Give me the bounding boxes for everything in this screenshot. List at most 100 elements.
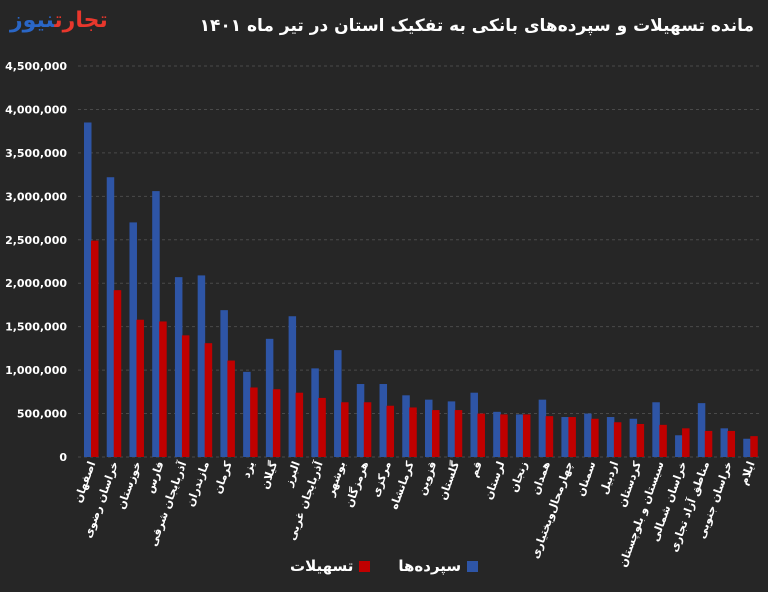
bar-deposits — [152, 191, 160, 457]
bar-loans — [250, 387, 258, 457]
bar-loans — [727, 430, 736, 457]
bar-loans — [500, 414, 508, 457]
x-tick-label: یزد — [240, 460, 258, 480]
bar-deposits — [84, 122, 92, 457]
bar-loans — [568, 417, 576, 457]
x-tick-label: کرمان — [211, 459, 235, 496]
legend-item-deposits: سپرده‌ها — [398, 557, 479, 575]
y-tick-label: 2,000,000 — [5, 277, 67, 290]
bar-loans — [204, 343, 213, 457]
x-tick-label: گیلان — [258, 459, 280, 491]
bar-loans — [91, 240, 99, 457]
bar-loans — [181, 335, 190, 457]
bar-loans — [295, 392, 304, 457]
legend-label-loans: تسهیلات — [290, 557, 354, 575]
bar-loans — [454, 410, 463, 457]
x-tick-label: همدان — [529, 460, 553, 497]
legend-item-loans: تسهیلات — [290, 557, 371, 575]
bar-loans — [477, 413, 485, 457]
y-tick-label: 3,500,000 — [5, 147, 67, 160]
x-tick-label: زنجان — [507, 460, 530, 494]
bar-deposits — [311, 368, 319, 457]
bar-loans — [159, 321, 167, 457]
bar-deposits — [174, 277, 183, 457]
bar-loans — [636, 423, 645, 457]
bar-deposits — [743, 438, 751, 457]
bar-loans — [136, 319, 144, 457]
bar-deposits — [606, 417, 615, 457]
y-tick-label: 3,000,000 — [5, 190, 67, 203]
y-tick-label: 4,000,000 — [5, 103, 67, 116]
bar-loans — [113, 290, 122, 457]
legend-label-deposits: سپرده‌ها — [398, 557, 462, 575]
bar-loans — [613, 422, 622, 457]
logo-word-1: تجارت — [54, 8, 108, 33]
chart-title: مانده تسهیلات و سپرده‌های بانکی به تفکیک… — [199, 16, 754, 36]
bar-loans — [704, 430, 713, 457]
bar-deposits — [470, 392, 478, 457]
bar-deposits — [447, 401, 456, 457]
bar-deposits — [220, 310, 228, 457]
bar-deposits — [106, 177, 115, 457]
bar-deposits — [197, 275, 206, 457]
bar-deposits — [425, 399, 433, 457]
x-tick-label: مرکزی — [369, 460, 394, 499]
bar-loans — [545, 416, 554, 457]
bar-deposits — [265, 338, 274, 457]
bar-loans — [363, 402, 372, 457]
legend-swatch-loans — [359, 560, 371, 572]
bar-loans — [227, 360, 235, 457]
bar-deposits — [720, 428, 729, 457]
bar-deposits — [515, 414, 524, 457]
bar-deposits — [334, 350, 342, 457]
x-tick-label: لرستان — [482, 460, 508, 502]
bar-deposits — [402, 395, 410, 457]
legend: سپرده‌ها تسهیلات — [290, 557, 479, 575]
y-tick-label: 2,500,000 — [5, 234, 67, 247]
x-tick-label: البرز — [282, 460, 303, 489]
bar-loans — [750, 436, 758, 457]
x-tick-label: بوشهر — [324, 460, 349, 499]
site-logo: تجارتنیوز — [10, 8, 108, 33]
x-tick-label: فارس — [143, 460, 166, 495]
logo-word-2: نیوز — [10, 8, 55, 33]
bar-loans — [341, 402, 349, 457]
y-tick-label: 1,500,000 — [5, 321, 67, 334]
bar-deposits — [629, 418, 638, 457]
bars — [84, 122, 758, 457]
bar-deposits — [561, 417, 569, 457]
bar-loans — [318, 397, 326, 457]
bar-deposits — [493, 411, 501, 457]
y-tick-label: 0 — [59, 451, 67, 464]
y-tick-label: 1,000,000 — [5, 364, 67, 377]
legend-swatch-deposits — [467, 560, 479, 572]
bar-loans — [386, 405, 395, 457]
bar-deposits — [697, 403, 706, 457]
bar-deposits — [129, 222, 137, 457]
y-tick-label: 500,000 — [17, 408, 67, 421]
bar-deposits — [288, 316, 297, 457]
x-tick-label: قزوین — [415, 460, 439, 497]
bar-deposits — [356, 384, 365, 457]
bar-deposits — [538, 399, 547, 457]
x-tick-label: قم — [467, 460, 485, 479]
x-tick-label: گلستان — [436, 459, 462, 502]
bar-loans — [272, 389, 281, 457]
bar-loans — [591, 418, 599, 457]
y-axis: 0 500,000 1,000,000 1,500,000 2,000,000 2,500… — [5, 60, 67, 464]
bar-loans — [432, 410, 440, 457]
bar-loans — [522, 414, 531, 457]
bar-deposits — [675, 435, 683, 457]
bar-loans — [409, 407, 417, 457]
x-tick-label: سمنان — [574, 460, 599, 498]
bar-deposits — [243, 371, 251, 457]
bar-loans — [659, 424, 667, 457]
y-tick-label: 4,500,000 — [5, 60, 67, 73]
bar-loans — [682, 428, 690, 457]
bar-deposits — [379, 384, 388, 457]
x-tick-label: ایلام — [737, 460, 758, 487]
bar-deposits — [652, 402, 660, 457]
x-tick-label: اردبیل — [597, 460, 621, 497]
